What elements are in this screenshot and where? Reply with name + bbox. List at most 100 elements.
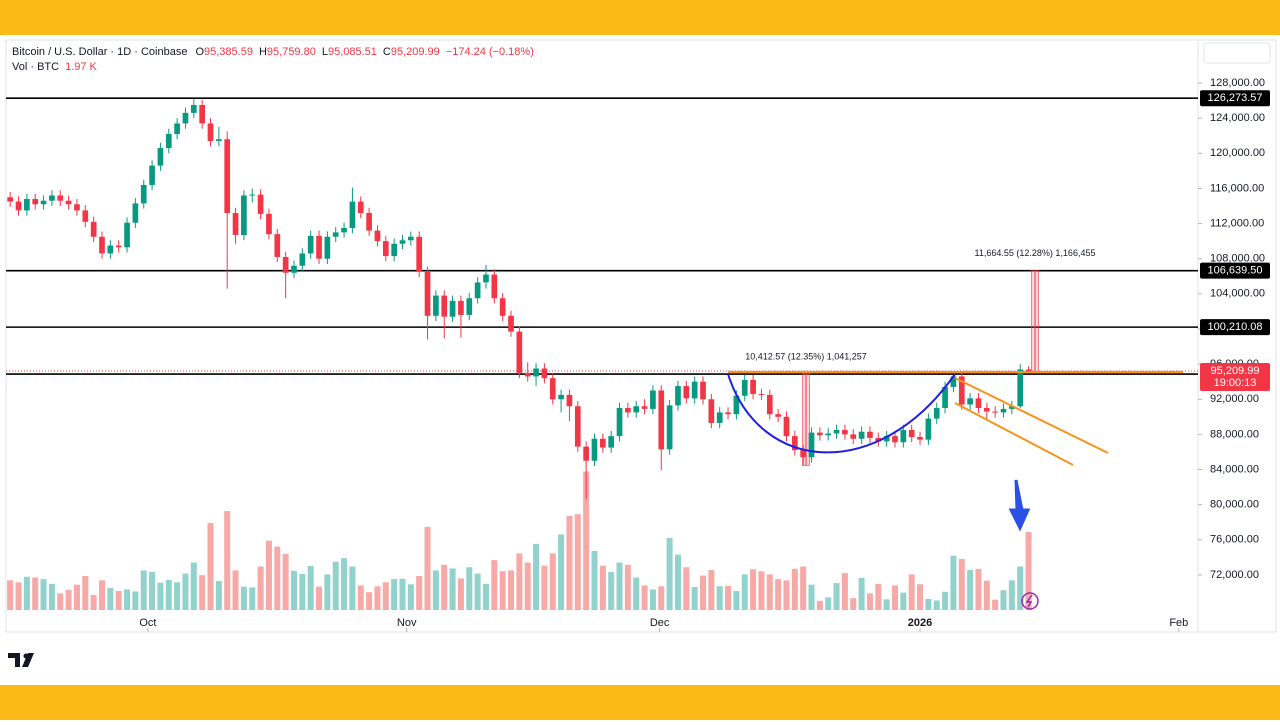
volume-bar [616,562,623,610]
level-label-box [1200,90,1270,107]
volume-bar [908,574,915,610]
candle-body [933,408,940,419]
level-label: 106,639.50 [1207,265,1262,277]
candle-body [416,236,423,272]
candle-body [958,376,965,405]
candle-body [90,221,97,237]
candle-body [299,253,306,266]
volume-bar [733,591,740,610]
cup-curve [727,373,956,454]
candle-body [817,432,823,436]
volume-bar [432,570,439,610]
volume-bar [107,587,114,610]
volume-bar [558,534,565,610]
last-price-box [1200,363,1270,392]
candle-body [1025,369,1032,372]
volume-bar [583,471,590,610]
volume-bar [165,579,172,610]
candle-body [49,195,55,201]
y-tick-label: 76,000.00 [1210,534,1259,546]
candle-body [115,245,122,248]
candle-body [291,265,297,273]
volume-bar [850,598,857,610]
candle-body [741,379,748,396]
y-tick-label: 80,000.00 [1210,499,1259,511]
candle-body [541,368,548,379]
volume-bar [399,578,406,610]
currency-box[interactable] [1203,42,1271,64]
volume-bar [833,583,840,610]
candle-body [165,133,172,149]
candle-body [324,236,331,259]
candle-body [908,429,915,438]
candle-body [207,123,214,142]
volume-bar [207,522,214,610]
volume-bar [950,555,957,610]
y-tick-label: 128,000.00 [1210,77,1265,89]
legend: Bitcoin / U.S. Dollar · 1D · Coinbase O95… [12,46,534,58]
candle-body [691,381,698,399]
candle-body [140,184,147,204]
candle-body [608,436,615,448]
volume-bar [791,568,798,610]
volume-bar [382,582,389,610]
volume-bar [508,570,515,610]
volume-bar [649,589,656,610]
volume-bar [115,591,122,610]
volume-bar [624,564,631,610]
volume-bar [683,567,690,610]
candle-body [182,112,189,124]
candle-body [641,406,648,409]
candle-body [391,243,397,257]
candle-body [716,412,723,423]
candle-body [900,429,907,443]
candle-body [533,368,539,377]
volume-bar [1008,580,1015,610]
volume-bar [925,598,932,610]
candle-body [658,390,665,450]
candle-body [257,194,264,214]
candle-body [925,418,932,440]
candle-body [975,398,982,409]
candle-body [332,232,339,237]
candle-body [499,298,506,316]
volume-bar [917,584,924,610]
volume-bar [816,600,823,610]
candle-body [149,165,155,185]
candle-body [775,414,781,417]
logo-dot [23,653,29,659]
alert-icon-bolt [1025,594,1033,608]
y-tick-label: 84,000.00 [1210,463,1259,475]
candle-body [733,395,740,415]
x-tick-label: Oct [139,617,156,629]
candle-body [157,148,164,166]
volume-bar [65,589,72,610]
volume-bar [332,561,339,610]
candle-body [483,274,489,283]
candle-body [800,450,807,458]
candle-body [374,230,381,242]
volume-bar [282,553,289,610]
chart-frame [5,39,1277,633]
channel-line [954,377,1109,454]
candle-body [833,429,840,434]
volume-bar [199,575,206,610]
last-price-label: 95,209.99 [1211,365,1260,377]
volume-bar [599,565,606,610]
logo-mark [8,653,34,667]
candle-body [950,376,957,387]
candle-body [382,241,389,257]
volume-bar [98,580,105,610]
candle-body [650,390,656,409]
volume-bar [566,515,573,610]
candle-body [766,394,773,415]
candle-body [616,408,623,437]
candle-body [967,398,973,405]
volume-bar [775,579,782,610]
alert-icon[interactable] [1021,592,1039,610]
volume-bar [699,575,707,610]
candle-body [7,197,14,202]
volume-bar [1000,590,1007,610]
